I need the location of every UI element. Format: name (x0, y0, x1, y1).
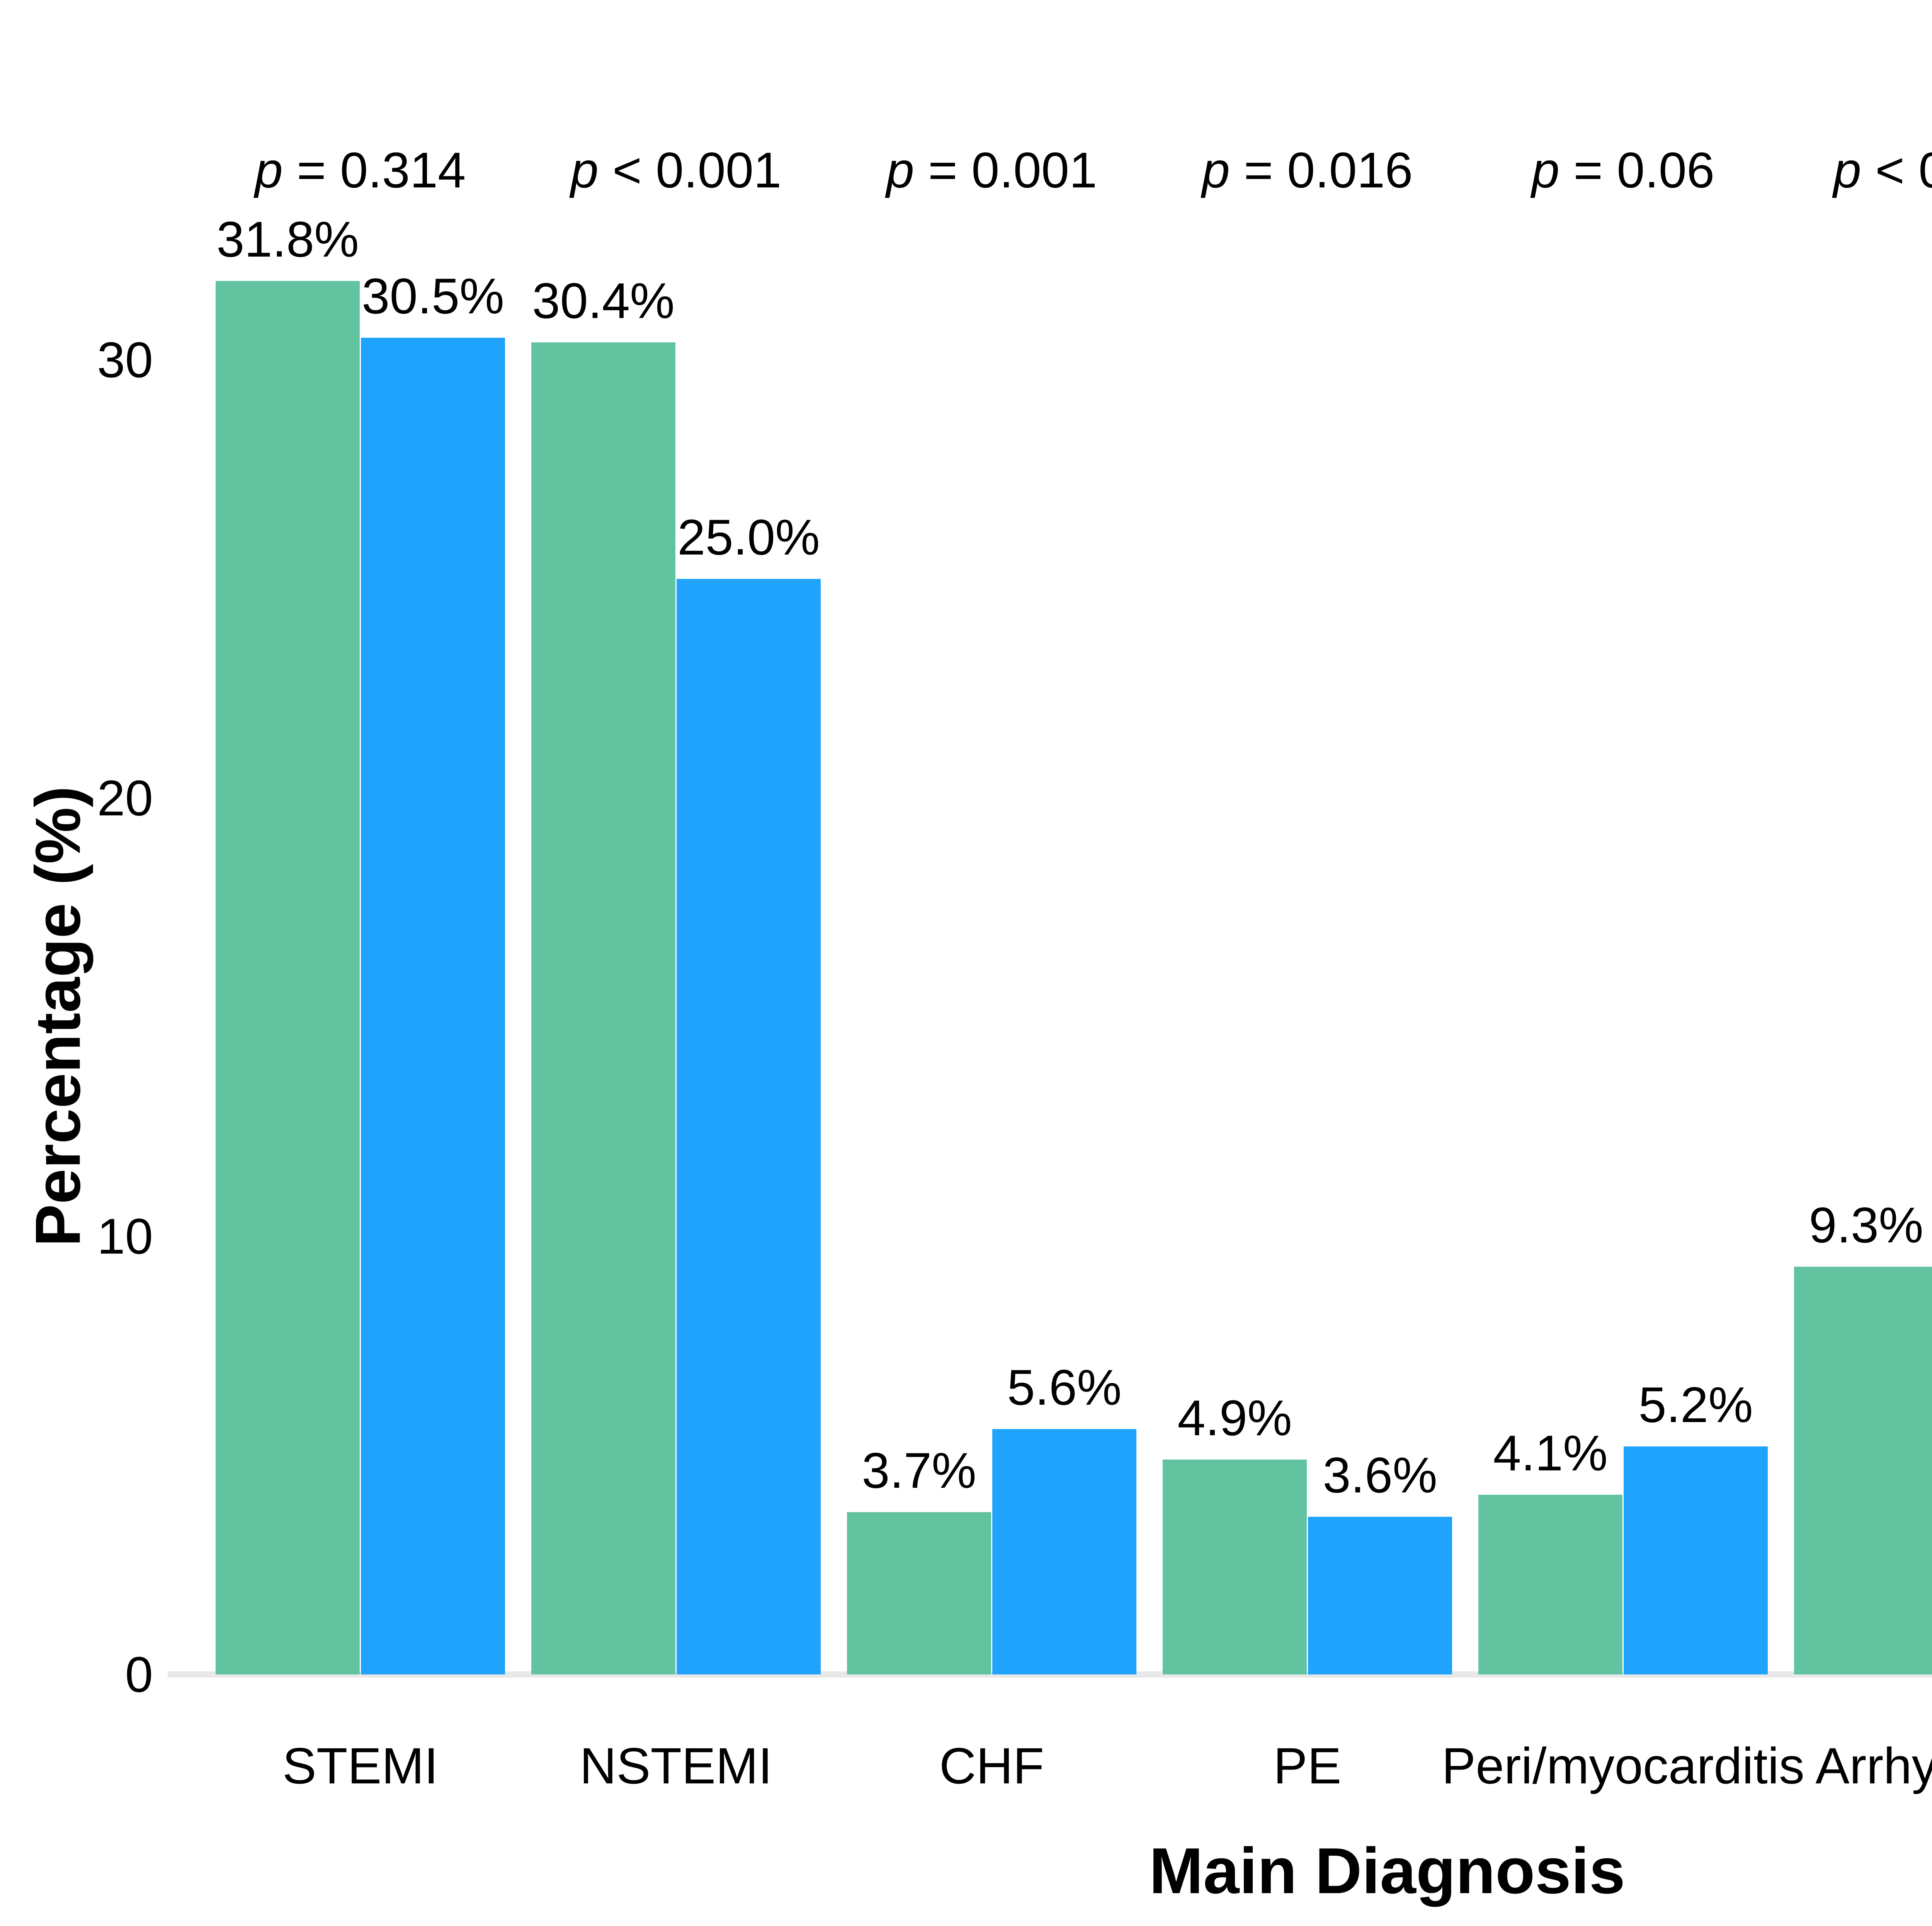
y-tick-label-10: 10 (97, 1208, 153, 1264)
value-label-late-period-pe: 3.6% (1323, 1447, 1437, 1503)
y-tick-label-0: 0 (125, 1646, 153, 1703)
value-label-early-period-peri-myocarditis: 4.1% (1493, 1425, 1608, 1481)
p-value-text: < 0.001 (598, 142, 782, 198)
p-value-text: = 0.016 (1230, 142, 1413, 198)
x-category-label-stemi: STEMI (282, 1737, 439, 1794)
bar-early-period-pe (1163, 1460, 1307, 1674)
x-category-label-pe: PE (1273, 1737, 1342, 1794)
y-tick-label-20: 20 (97, 770, 153, 826)
value-label-late-period-peri-myocarditis: 5.2% (1638, 1376, 1753, 1433)
p-symbol: p (1833, 142, 1861, 198)
value-label-late-period-stemi: 30.5% (362, 268, 504, 324)
p-value-label-arrhythmia: p < 0.001 (1833, 141, 1932, 199)
value-label-late-period-nstemi: 25.0% (677, 509, 820, 565)
p-value-text: = 0.001 (914, 142, 1097, 198)
bar-late-period-pe (1308, 1517, 1452, 1674)
x-category-label-peri-myocarditis: Peri/myocarditis (1442, 1737, 1804, 1794)
p-symbol: p (570, 142, 599, 198)
p-value-label-nstemi: p < 0.001 (571, 141, 782, 199)
bar-early-period-chf (847, 1512, 991, 1674)
value-label-early-period-arrhythmia: 9.3% (1809, 1197, 1923, 1253)
p-value-label-peri-myocarditis: p = 0.06 (1532, 141, 1714, 199)
y-tick-label-30: 30 (97, 332, 153, 388)
x-category-label-nstemi: NSTEMI (580, 1737, 772, 1794)
p-symbol: p (255, 142, 283, 198)
value-label-early-period-pe: 4.9% (1177, 1390, 1292, 1446)
p-value-text: < 0.001 (1875, 142, 1932, 198)
bar-early-period-arrhythmia (1794, 1267, 1932, 1674)
x-category-label-chf: CHF (939, 1737, 1044, 1794)
y-axis-title: Percentage (%) (22, 786, 94, 1247)
x-category-label-arrhythmia: Arrhythmia (1815, 1737, 1932, 1794)
p-value-text: = 0.06 (1560, 142, 1715, 198)
value-label-early-period-chf: 3.7% (862, 1442, 976, 1499)
bar-late-period-nstemi (677, 579, 821, 1674)
p-value-text: = 0.314 (282, 142, 466, 198)
bar-late-period-chf (992, 1429, 1136, 1674)
bar-late-period-stemi (361, 338, 505, 1674)
value-label-early-period-stemi: 31.8% (216, 211, 359, 267)
x-axis-title: Main Diagnosis (1149, 1834, 1626, 1907)
p-symbol: p (886, 142, 914, 198)
p-symbol: p (1531, 142, 1560, 198)
p-value-label-chf: p = 0.001 (886, 141, 1097, 199)
p-value-label-pe: p = 0.016 (1202, 141, 1413, 199)
p-value-label-stemi: p = 0.314 (255, 141, 466, 199)
p-symbol: p (1202, 142, 1230, 198)
bar-early-period-peri-myocarditis (1478, 1495, 1622, 1674)
value-label-late-period-chf: 5.6% (1007, 1359, 1122, 1416)
bar-early-period-stemi (216, 281, 360, 1674)
value-label-early-period-nstemi: 30.4% (532, 272, 675, 329)
bar-late-period-peri-myocarditis (1624, 1446, 1768, 1674)
bar-early-period-nstemi (531, 342, 675, 1674)
